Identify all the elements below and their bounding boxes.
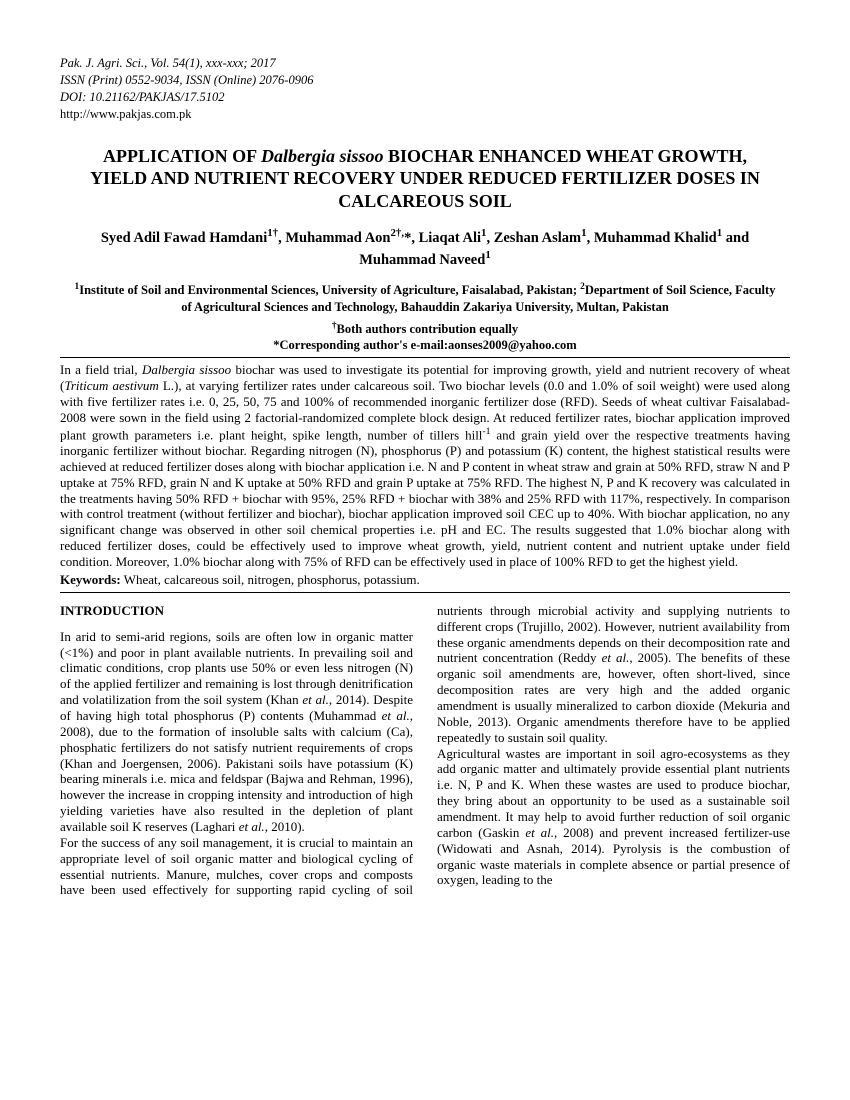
article-title: APPLICATION OF Dalbergia sissoo BIOCHAR … <box>90 145 760 213</box>
intro-para-3: Agricultural wastes are important in soi… <box>437 746 790 889</box>
divider-top <box>60 357 790 358</box>
affiliations: 1Institute of Soil and Environmental Sci… <box>68 281 782 316</box>
section-heading-introduction: INTRODUCTION <box>60 603 413 619</box>
keywords: Keywords: Wheat, calcareous soil, nitrog… <box>60 572 790 588</box>
abstract: In a field trial, Dalbergia sissoo bioch… <box>60 362 790 570</box>
affil-note-contrib: †Both authors contribution equally <box>60 320 790 337</box>
authors: Syed Adil Fawad Hamdani1†, Muhammad Aon2… <box>80 226 770 271</box>
journal-header: Pak. J. Agri. Sci., Vol. 54(1), xxx-xxx;… <box>60 55 790 123</box>
journal-line-2: ISSN (Print) 0552-9034, ISSN (Online) 20… <box>60 72 790 89</box>
body-columns: INTRODUCTION In arid to semi-arid region… <box>60 603 790 898</box>
keywords-text: Wheat, calcareous soil, nitrogen, phosph… <box>121 572 420 587</box>
keywords-label: Keywords: <box>60 572 121 587</box>
intro-para-1: In arid to semi-arid regions, soils are … <box>60 629 413 835</box>
affil-note-corresponding: *Corresponding author's e-mail:aonses200… <box>60 337 790 353</box>
divider-bottom <box>60 592 790 593</box>
journal-line-3: DOI: 10.21162/PAKJAS/17.5102 <box>60 89 790 106</box>
title-species: Dalbergia sissoo <box>261 146 384 166</box>
journal-url[interactable]: http://www.pakjas.com.pk <box>60 106 790 123</box>
journal-line-1: Pak. J. Agri. Sci., Vol. 54(1), xxx-xxx;… <box>60 55 790 72</box>
title-pre: APPLICATION OF <box>103 146 261 166</box>
